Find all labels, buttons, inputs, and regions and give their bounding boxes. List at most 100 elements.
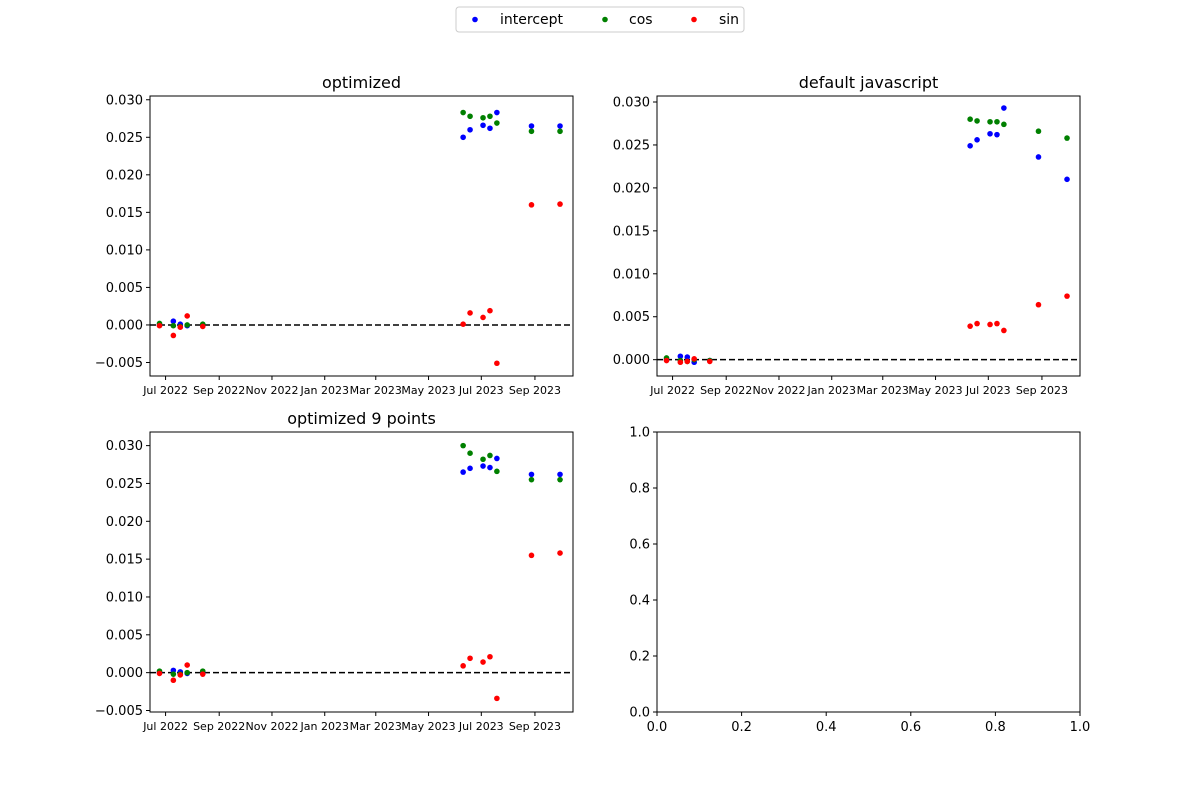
data-point-cos <box>487 452 493 459</box>
y-tick-label: 0.015 <box>613 224 650 239</box>
data-point-sin <box>663 357 670 364</box>
series-intercept <box>156 455 563 677</box>
legend-entry-sin: sin <box>691 12 739 28</box>
series-intercept <box>663 105 1070 366</box>
subplot-title: optimized 9 points <box>287 409 436 428</box>
data-point-cos <box>467 450 473 456</box>
data-point-cos <box>557 128 563 135</box>
y-tick-label: 0.8 <box>629 482 650 497</box>
data-point-sin <box>557 201 563 207</box>
y-tick-label: 0.000 <box>106 318 143 333</box>
x-tick-label: Sep 2022 <box>700 384 752 397</box>
data-point-cos <box>184 322 190 328</box>
subplot-default-javascript: default javascript Jul 2022 Sep 2022 Nov 2… <box>613 73 1081 397</box>
data-point-intercept <box>487 125 493 132</box>
y-tick-label: 0.0 <box>629 706 650 721</box>
data-point-cos <box>1064 135 1070 141</box>
x-tick-label: Nov 2022 <box>752 384 805 397</box>
y-tick-label: 0.005 <box>613 310 650 325</box>
legend: intercept cos sin <box>455 6 745 33</box>
data-point-sin <box>494 695 500 702</box>
legend-label-sin: sin <box>719 12 739 28</box>
data-point-intercept <box>467 465 473 472</box>
x-tick-label: May 2023 <box>908 384 962 397</box>
series-cos <box>156 442 563 677</box>
x-tick-label: Sep 2022 <box>193 720 245 733</box>
x-tick-label: Sep 2022 <box>193 384 245 397</box>
data-point-intercept <box>994 131 1000 138</box>
data-point-cos <box>170 322 177 329</box>
data-point-sin <box>974 320 980 327</box>
data-point-sin <box>480 314 486 321</box>
data-point-sin <box>177 324 184 331</box>
y-tick-label: 0.000 <box>613 353 650 368</box>
data-point-sin <box>480 659 486 665</box>
y-tick-label: 0.000 <box>106 666 143 681</box>
y-tick-label: 1.0 <box>629 426 650 441</box>
data-point-cos <box>480 114 486 121</box>
data-point-sin <box>994 320 1000 327</box>
x-tick-label: 0.2 <box>731 720 752 735</box>
data-point-sin <box>467 655 473 662</box>
data-point-intercept <box>494 455 500 462</box>
data-point-cos <box>1001 121 1007 128</box>
legend-label-cos: cos <box>629 12 653 28</box>
data-point-cos <box>987 118 993 125</box>
x-tick-label: 0.6 <box>900 720 921 735</box>
y-tick-label: 0.030 <box>106 93 143 108</box>
x-tick-label: 0.0 <box>647 720 668 735</box>
data-point-cos <box>184 669 190 676</box>
y-tick-label: 0.4 <box>629 594 650 609</box>
data-point-sin <box>467 310 473 316</box>
legend-marker-sin <box>691 16 697 23</box>
x-tick-label: Jul 2022 <box>649 384 695 397</box>
data-point-cos <box>494 120 500 126</box>
data-point-intercept <box>974 137 980 143</box>
legend-entry-intercept: intercept <box>472 12 564 28</box>
legend-label-intercept: intercept <box>500 12 564 28</box>
data-point-cos <box>994 118 1000 125</box>
y-tick-label: 0.015 <box>106 206 143 221</box>
data-point-intercept <box>684 354 691 360</box>
data-point-cos <box>1035 128 1042 135</box>
data-point-sin <box>170 332 177 339</box>
x-tick-label: 0.8 <box>985 720 1006 735</box>
data-point-sin <box>184 662 190 668</box>
series-sin <box>663 293 1070 366</box>
x-tick-label: Nov 2022 <box>245 384 298 397</box>
data-point-intercept <box>528 123 535 129</box>
data-point-cos <box>460 442 466 449</box>
data-point-cos <box>460 109 466 116</box>
data-point-cos <box>967 116 973 122</box>
data-point-sin <box>487 307 493 314</box>
data-point-sin <box>1035 301 1042 308</box>
x-tick-label: 1.0 <box>1070 720 1091 735</box>
data-point-cos <box>528 476 535 483</box>
x-tick-label: Jul 2022 <box>142 720 188 733</box>
data-point-sin <box>1001 327 1007 334</box>
data-point-intercept <box>1035 154 1042 160</box>
data-point-intercept <box>1064 176 1070 183</box>
legend-entry-cos: cos <box>602 12 653 28</box>
data-point-intercept <box>460 134 466 141</box>
data-point-sin <box>967 323 973 329</box>
data-point-sin <box>987 321 993 328</box>
series-cos <box>663 116 1070 365</box>
y-tick-label: 0.005 <box>106 281 143 296</box>
data-point-intercept <box>1001 105 1007 111</box>
data-point-cos <box>170 671 177 677</box>
data-point-cos <box>494 468 500 475</box>
legend-frame <box>455 6 745 33</box>
x-tick-label: Jul 2023 <box>965 384 1011 397</box>
data-point-sin <box>557 550 563 556</box>
axes-frame <box>656 431 1081 713</box>
data-point-sin <box>199 671 206 677</box>
data-point-intercept <box>528 471 535 478</box>
data-point-cos <box>528 128 535 135</box>
data-point-intercept <box>557 471 563 478</box>
y-tick-label: 0.020 <box>106 168 143 183</box>
data-point-cos <box>467 113 473 120</box>
y-tick-label: 0.010 <box>106 590 143 605</box>
subplot-title: default javascript <box>799 73 939 92</box>
